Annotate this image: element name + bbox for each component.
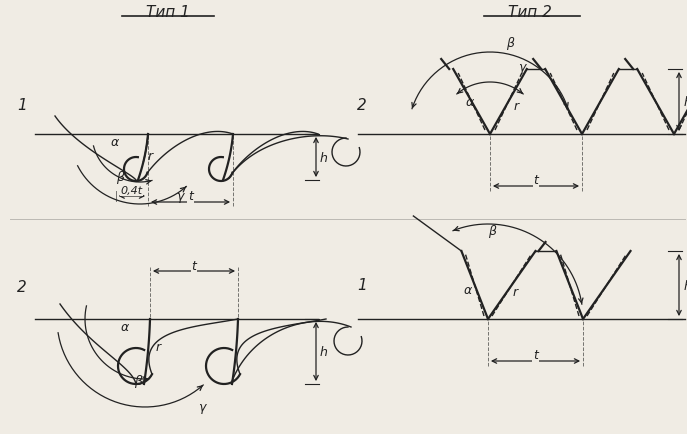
- Text: β: β: [116, 170, 124, 183]
- Text: 0,4t: 0,4t: [121, 186, 143, 196]
- Text: h: h: [320, 151, 328, 164]
- Text: α: α: [464, 283, 472, 296]
- Text: t: t: [533, 349, 538, 362]
- Text: t: t: [192, 259, 196, 272]
- Text: r: r: [513, 100, 519, 113]
- Text: γ: γ: [518, 60, 526, 73]
- Text: β: β: [134, 375, 142, 388]
- Text: h: h: [684, 279, 687, 292]
- Text: 1: 1: [17, 97, 27, 112]
- Text: γ: γ: [177, 190, 183, 203]
- Text: 2: 2: [357, 97, 367, 112]
- Text: t: t: [534, 174, 539, 187]
- Text: α: α: [466, 96, 474, 109]
- Text: Тип 1: Тип 1: [146, 5, 190, 20]
- Text: γ: γ: [199, 401, 205, 414]
- Text: h: h: [320, 345, 328, 358]
- Text: α: α: [121, 321, 129, 334]
- Text: 1: 1: [357, 277, 367, 292]
- Text: α: α: [111, 136, 119, 149]
- Text: t: t: [188, 190, 193, 203]
- Text: r: r: [513, 285, 517, 298]
- Text: h: h: [684, 96, 687, 109]
- Text: β: β: [506, 36, 514, 49]
- Text: 2: 2: [17, 279, 27, 294]
- Text: r: r: [155, 341, 161, 354]
- Text: β: β: [488, 225, 496, 238]
- Text: r: r: [148, 150, 153, 163]
- Text: Тип 2: Тип 2: [508, 5, 552, 20]
